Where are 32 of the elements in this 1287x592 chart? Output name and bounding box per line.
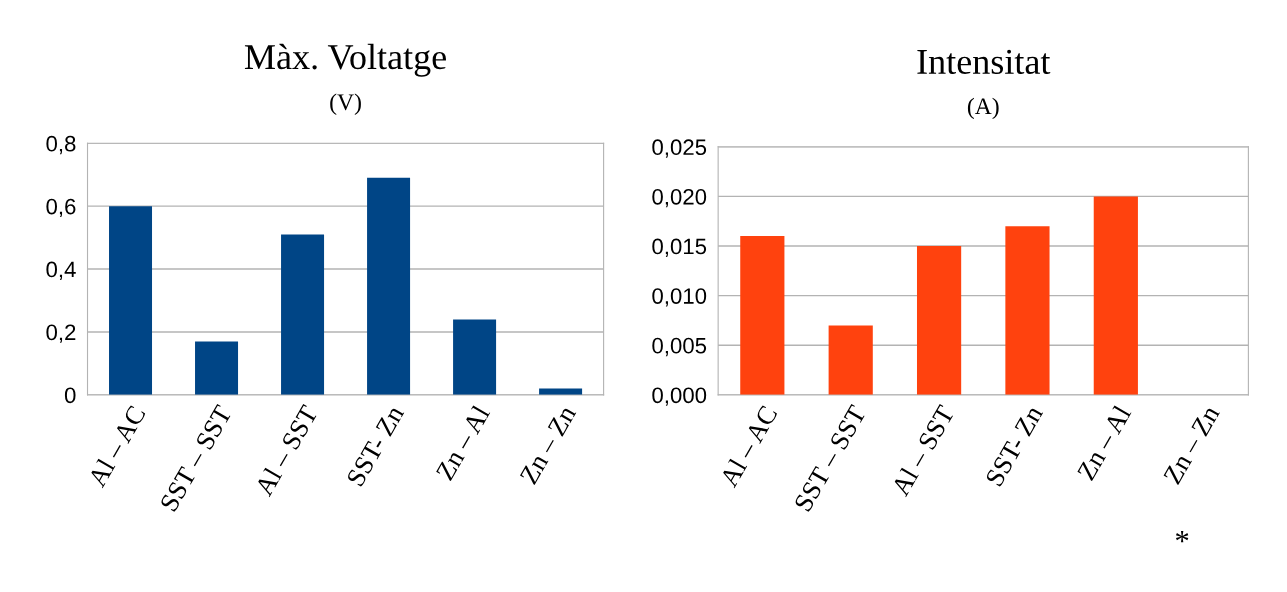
- bar: [195, 341, 239, 395]
- x-tick-label: Zn – Zn: [519, 404, 577, 485]
- y-tick-label: 0,020: [652, 188, 707, 208]
- x-tick-label: Zn – Al: [1076, 403, 1132, 482]
- chart-title: Intensitat: [917, 49, 1051, 74]
- chart-subtitle: (A): [967, 97, 999, 120]
- text: *: [1175, 531, 1189, 543]
- x-tick-label: Zn – Al: [434, 403, 491, 482]
- chart-title: Màx. Voltatge: [244, 43, 446, 77]
- x-tick-label: Zn – Zn: [1163, 404, 1220, 485]
- bar: [828, 325, 873, 395]
- y-tick-label: 0,015: [652, 238, 707, 257]
- y-tick-label: 0,2: [46, 324, 76, 343]
- y-tick-label: 0,005: [652, 337, 707, 357]
- bar: [281, 234, 325, 395]
- bar: [740, 236, 785, 395]
- bar: [1005, 226, 1050, 395]
- y-tick-label: 0,6: [46, 198, 76, 218]
- y-tick-label: 0,8: [46, 135, 76, 155]
- x-tick-label: Al – AC: [718, 404, 778, 489]
- x-tick-label: Al – AC: [86, 404, 146, 489]
- bar: [1093, 196, 1138, 395]
- y-tick-label: 0,000: [652, 387, 707, 406]
- bar: [367, 177, 411, 395]
- bar: [453, 319, 497, 395]
- y-tick-label: 0: [64, 387, 76, 404]
- y-tick-label: 0,4: [46, 261, 76, 280]
- chart-subtitle: (V): [330, 93, 361, 115]
- y-tick-label: 0,010: [652, 288, 707, 307]
- bar: [916, 246, 962, 395]
- bar: [109, 206, 153, 395]
- y-tick-label: 0,025: [652, 139, 707, 158]
